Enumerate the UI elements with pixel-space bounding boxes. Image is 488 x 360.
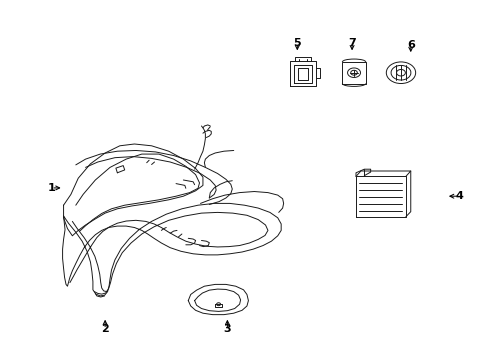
Text: 6: 6 [406,40,414,50]
Text: 3: 3 [223,324,231,334]
Text: 4: 4 [455,191,463,201]
Text: 2: 2 [101,324,109,334]
Text: 1: 1 [47,183,55,193]
Text: 7: 7 [347,38,355,48]
Text: 5: 5 [293,38,301,48]
